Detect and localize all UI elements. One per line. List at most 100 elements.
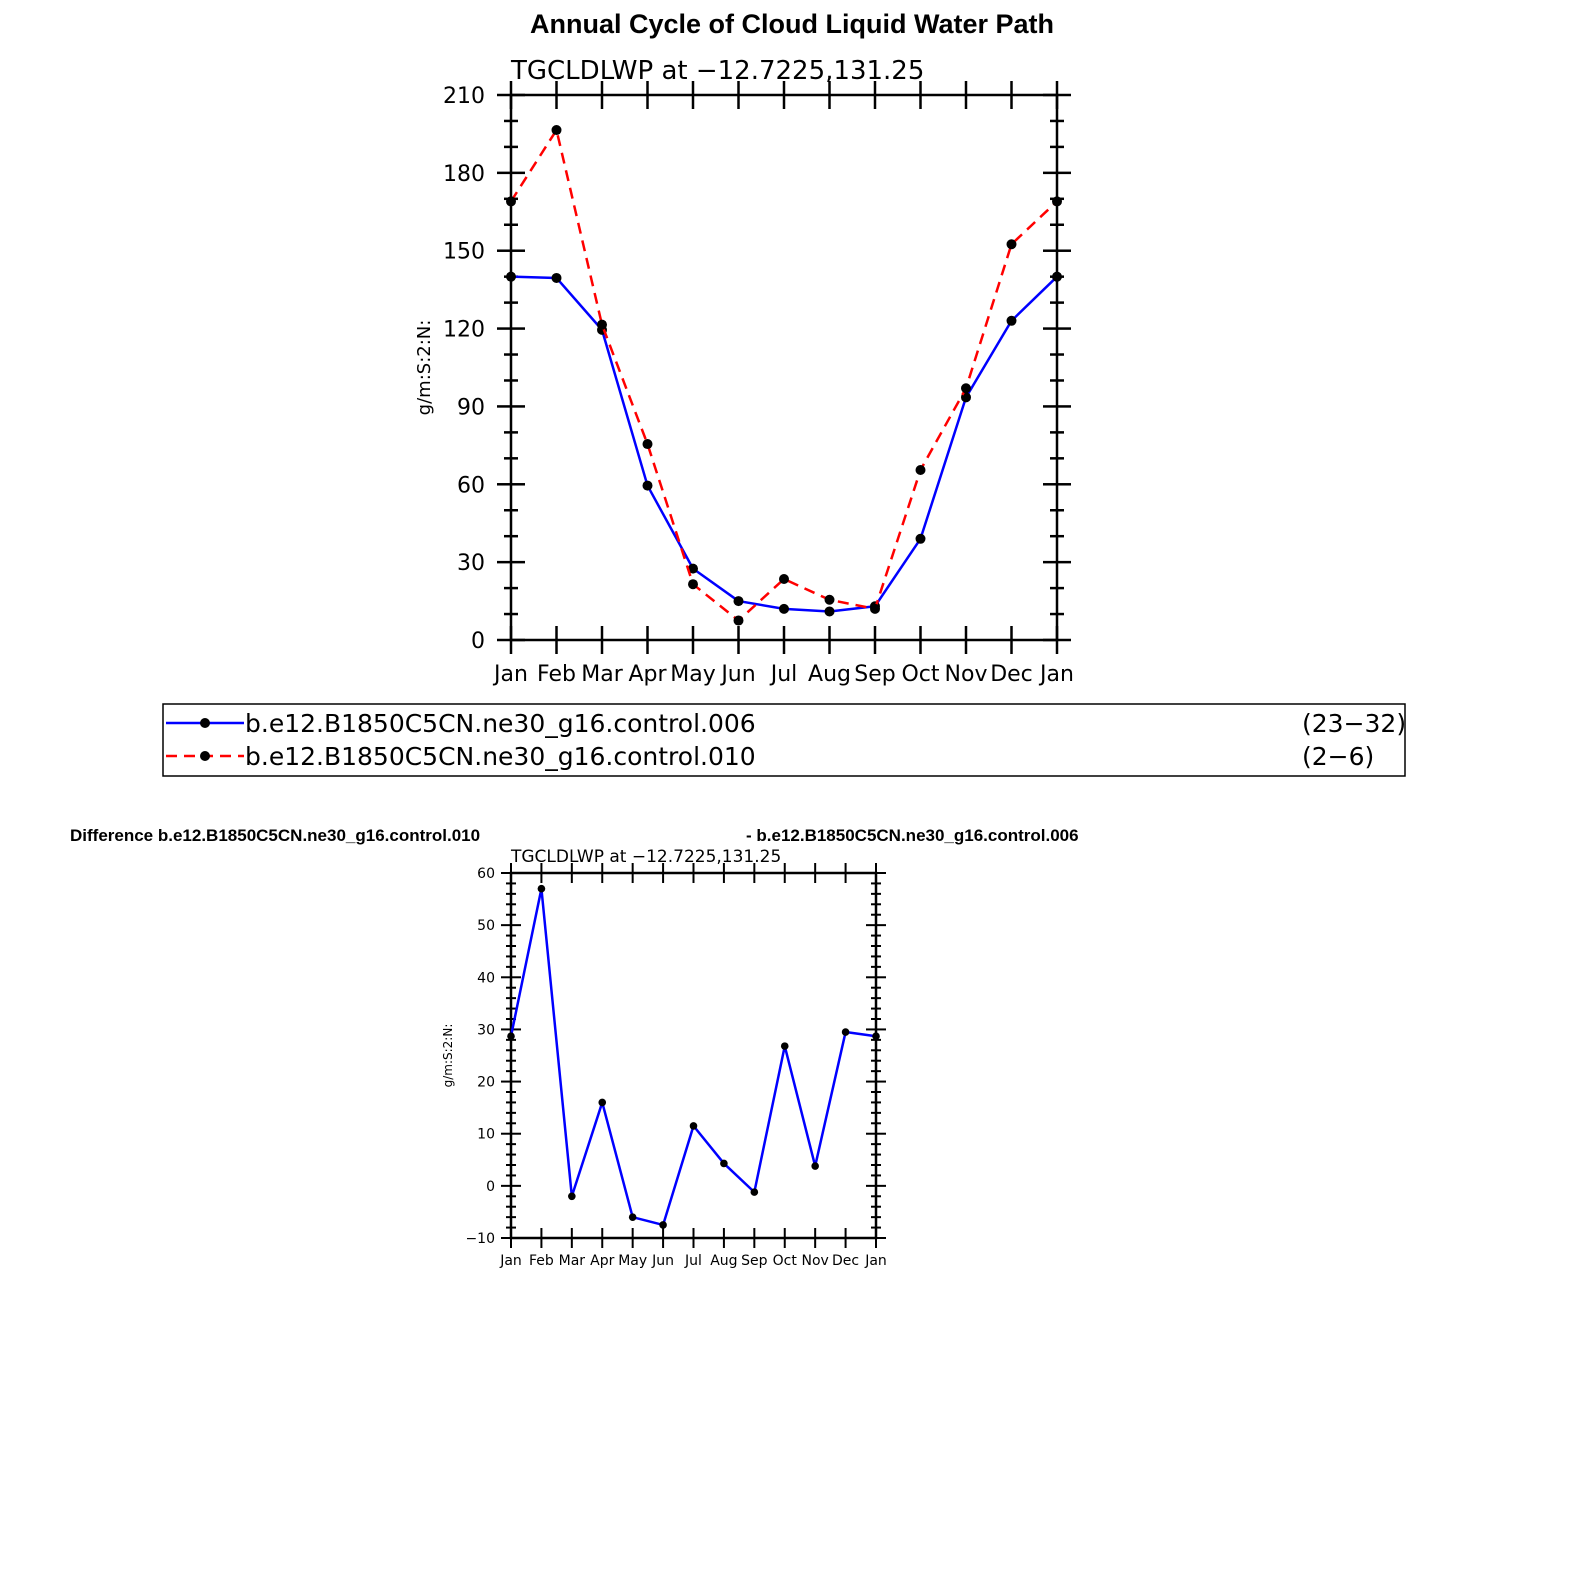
- data-point-s1-3: [642, 480, 653, 491]
- data-point-s1-0: [506, 271, 516, 282]
- x-tick-label: May: [670, 662, 715, 687]
- data-point-s1-8: [750, 1188, 759, 1196]
- series-line-2: [509, 128, 1058, 622]
- y-tick-label: 50: [477, 918, 495, 934]
- y-tick-label: 0: [486, 1179, 495, 1195]
- data-point-s1-6: [779, 603, 789, 614]
- x-tick-label: Dec: [832, 1253, 859, 1269]
- legend: b.e12.B1850C5CN.ne30_g16.control.006 (23−…: [162, 703, 1406, 777]
- x-tick-label: Aug: [808, 662, 851, 687]
- y-tick-label: 60: [477, 866, 495, 882]
- x-tick-label: Jan: [864, 1253, 887, 1269]
- y-tick-label: 30: [457, 551, 485, 576]
- x-tick-label: Mar: [559, 1253, 586, 1269]
- series-line-1: [510, 275, 1058, 613]
- x-tick-label: Sep: [741, 1253, 768, 1269]
- data-point-s2-11: [1006, 239, 1017, 250]
- y-tick-label: 150: [443, 240, 485, 265]
- data-point-s1-9: [915, 533, 926, 544]
- x-tick-label: Apr: [590, 1253, 614, 1269]
- data-point-s2-10: [961, 383, 971, 394]
- data-point-s2-5: [733, 615, 744, 626]
- x-tick-label: Jan: [492, 662, 528, 687]
- y-tick-label: 30: [477, 1022, 495, 1038]
- x-tick-label: Mar: [581, 662, 623, 687]
- x-tick-label: Feb: [529, 1253, 554, 1269]
- y-tick-label: 120: [443, 318, 485, 343]
- plot-frame: [509, 93, 1059, 642]
- difference-title-left: Difference b.e12.B1850C5CN.ne30_g16.cont…: [70, 826, 480, 845]
- data-point-s1-1: [551, 272, 562, 283]
- y-tick-label: 90: [457, 395, 485, 420]
- x-tick-label: Jun: [719, 662, 755, 687]
- series-line-1: [509, 887, 877, 1227]
- data-point-s2-0: [506, 196, 516, 207]
- data-point-s1-5: [733, 596, 744, 607]
- legend-years-1: (23−32): [1302, 709, 1406, 738]
- data-point-s1-4: [628, 1213, 637, 1221]
- data-point-s1-7: [720, 1159, 728, 1168]
- legend-marker-1: [200, 718, 210, 728]
- x-tick-label: Jul: [769, 662, 798, 687]
- annual-cycle-chart: TGCLDLWP at −12.7225,131.25 0 30 60 90 120 150…: [414, 56, 1074, 687]
- data-point-s2-9: [915, 465, 926, 476]
- data-point-s1-4: [688, 563, 698, 574]
- x-tick-label: Nov: [945, 662, 988, 687]
- x-tick-label: Oct: [901, 662, 939, 687]
- data-point-s1-11: [1006, 315, 1017, 326]
- difference-chart: TGCLDLWP at −12.7225,131.25 −10 0 10 20 30 40 5…: [441, 847, 887, 1269]
- chart-subtitle: TGCLDLWP at −12.7225,131.25: [510, 847, 781, 867]
- x-tick-label: Apr: [628, 662, 667, 687]
- y-tick-label: 210: [443, 84, 485, 109]
- data-point-s2-2: [597, 319, 607, 330]
- data-point-s2-1: [551, 125, 562, 136]
- x-tick-label: Aug: [710, 1253, 737, 1269]
- x-tick-label: May: [618, 1253, 647, 1269]
- legend-box: [162, 703, 1406, 777]
- data-point-s2-12: [1052, 196, 1062, 207]
- data-point-s2-4: [688, 579, 698, 590]
- data-point-s1-9: [780, 1042, 789, 1050]
- plot-frame: [509, 871, 878, 1240]
- x-tick-label: Jun: [651, 1253, 674, 1269]
- y-axis-label: g/m:S:2:N:: [414, 320, 435, 416]
- legend-marker-2: [200, 751, 210, 761]
- x-tick-label: Nov: [802, 1253, 829, 1269]
- y-tick-label: 0: [471, 629, 485, 654]
- x-tick-label: Jan: [499, 1253, 522, 1269]
- data-point-s1-10: [811, 1162, 819, 1170]
- data-point-s2-8: [870, 603, 880, 614]
- data-point-s2-3: [642, 439, 653, 450]
- data-point-s1-0: [507, 1032, 515, 1041]
- chart-subtitle: TGCLDLWP at −12.7225,131.25: [510, 56, 924, 86]
- y-tick-label: 20: [477, 1075, 495, 1091]
- data-point-s1-12: [872, 1032, 880, 1041]
- data-point-s2-6: [779, 574, 789, 585]
- y-axis-label: g/m:S:2:N:: [441, 1024, 455, 1088]
- y-tick-label: 10: [477, 1127, 495, 1143]
- x-tick-label: Jan: [1038, 662, 1074, 687]
- difference-title-right: - b.e12.B1850C5CN.ne30_g16.control.006: [746, 826, 1079, 845]
- y-tick-label: 40: [477, 970, 495, 986]
- figure-title: Annual Cycle of Cloud Liquid Water Path: [530, 9, 1054, 39]
- data-point-s1-12: [1052, 271, 1062, 282]
- y-tick-label: −10: [465, 1231, 495, 1247]
- x-tick-label: Feb: [537, 662, 576, 687]
- data-point-s1-5: [659, 1221, 667, 1229]
- data-point-s1-3: [598, 1098, 607, 1107]
- data-point-s1-1: [537, 884, 546, 893]
- legend-entry-1: b.e12.B1850C5CN.ne30_g16.control.006: [245, 709, 756, 738]
- y-tick-label: 60: [457, 473, 485, 498]
- y-tick-label: 180: [443, 162, 485, 187]
- data-point-s1-6: [689, 1122, 698, 1130]
- legend-entry-2: b.e12.B1850C5CN.ne30_g16.control.010: [245, 742, 756, 771]
- x-tick-label: Sep: [854, 662, 895, 687]
- data-point-s1-7: [824, 606, 835, 617]
- data-point-s2-7: [824, 594, 835, 605]
- legend-years-2: (2−6): [1302, 742, 1374, 771]
- x-tick-label: Dec: [990, 662, 1033, 687]
- x-tick-label: Oct: [773, 1253, 798, 1269]
- data-point-s1-2: [568, 1192, 576, 1201]
- data-point-s1-11: [841, 1028, 850, 1036]
